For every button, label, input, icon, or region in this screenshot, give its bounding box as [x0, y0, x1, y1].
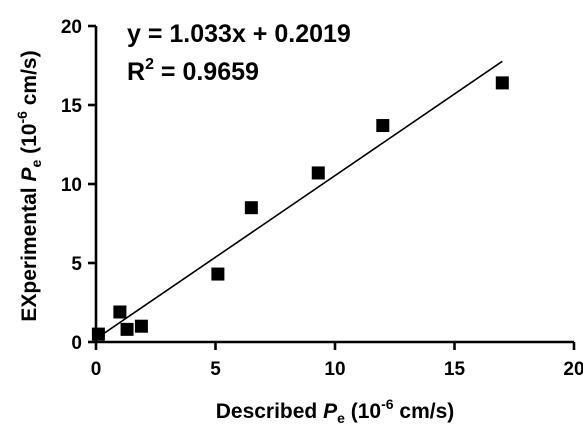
equation-annotation: y = 1.033x + 0.2019 — [127, 20, 351, 48]
data-point — [311, 166, 325, 180]
tick-marks: 0 5 10 15 20 0 5 10 15 20 — [61, 17, 583, 380]
data-point — [211, 267, 225, 281]
data-point — [495, 76, 509, 90]
data-points — [91, 76, 509, 341]
fit-line-group — [97, 60, 503, 338]
r-squared-annotation: R2 = 0.9659 — [127, 56, 259, 86]
x-tick-label: 5 — [210, 359, 221, 380]
y-tick-label: 10 — [61, 175, 82, 196]
y-tick-label: 5 — [71, 254, 82, 275]
data-point — [91, 327, 105, 341]
x-tick-label: 0 — [91, 359, 102, 380]
x-tick-label: 15 — [444, 359, 466, 380]
y-tick-label: 15 — [61, 96, 83, 117]
y-tick-label: 20 — [61, 17, 82, 38]
data-point — [113, 305, 127, 319]
data-point — [244, 201, 258, 215]
data-point — [376, 119, 390, 133]
regression-line — [97, 60, 503, 338]
y-axis-title: EXperimental Pe (10-6 cm/s) — [14, 50, 44, 321]
x-tick-label: 10 — [324, 359, 345, 380]
data-point — [120, 322, 134, 336]
x-tick-label: 20 — [563, 359, 583, 380]
y-tick-label: 0 — [71, 333, 82, 354]
data-point — [134, 319, 148, 333]
x-axis-title: Described Pe (10-6 cm/s) — [216, 396, 455, 426]
